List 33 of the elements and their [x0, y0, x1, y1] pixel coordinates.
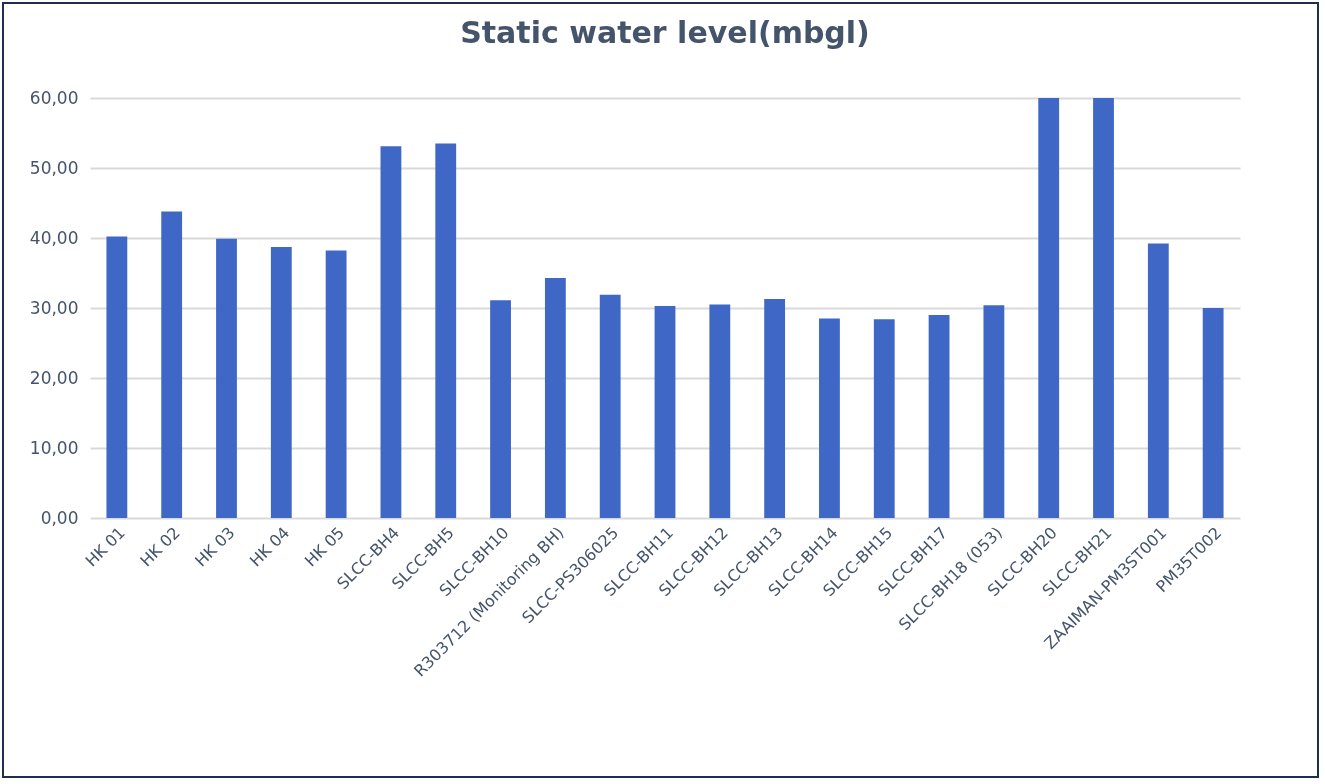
bar	[325, 250, 347, 518]
bar	[873, 319, 895, 518]
bar	[709, 304, 731, 518]
y-tick-label: 60,00	[29, 87, 79, 108]
bar	[380, 146, 402, 518]
bar	[216, 238, 237, 518]
bar	[106, 236, 128, 518]
chart-title: Static water level(mbgl)	[460, 15, 870, 50]
y-tick-label: 10,00	[29, 437, 79, 458]
bar	[435, 143, 457, 518]
y-tick-label: 40,00	[29, 227, 79, 248]
x-tick-label: HK 01	[81, 523, 129, 571]
x-tick-label: HK 03	[191, 523, 239, 571]
bar	[1147, 243, 1169, 518]
bar	[1038, 98, 1060, 518]
bar	[819, 318, 840, 518]
x-tick-label: HK 04	[245, 523, 294, 571]
bar	[764, 298, 786, 518]
x-tick-label: HK 02	[136, 523, 184, 571]
bar	[544, 277, 566, 518]
bar	[1202, 308, 1224, 518]
bar	[161, 211, 183, 518]
bar	[599, 294, 621, 518]
bar	[1093, 98, 1114, 518]
y-tick-label: 50,00	[29, 157, 79, 178]
bar	[490, 300, 511, 518]
y-tick-label: 30,00	[29, 297, 79, 318]
bar	[983, 305, 1005, 518]
bar	[654, 305, 676, 518]
y-tick-label: 20,00	[29, 367, 79, 388]
bar	[270, 247, 292, 518]
bar	[928, 315, 950, 518]
y-tick-label: 0,00	[40, 507, 79, 528]
